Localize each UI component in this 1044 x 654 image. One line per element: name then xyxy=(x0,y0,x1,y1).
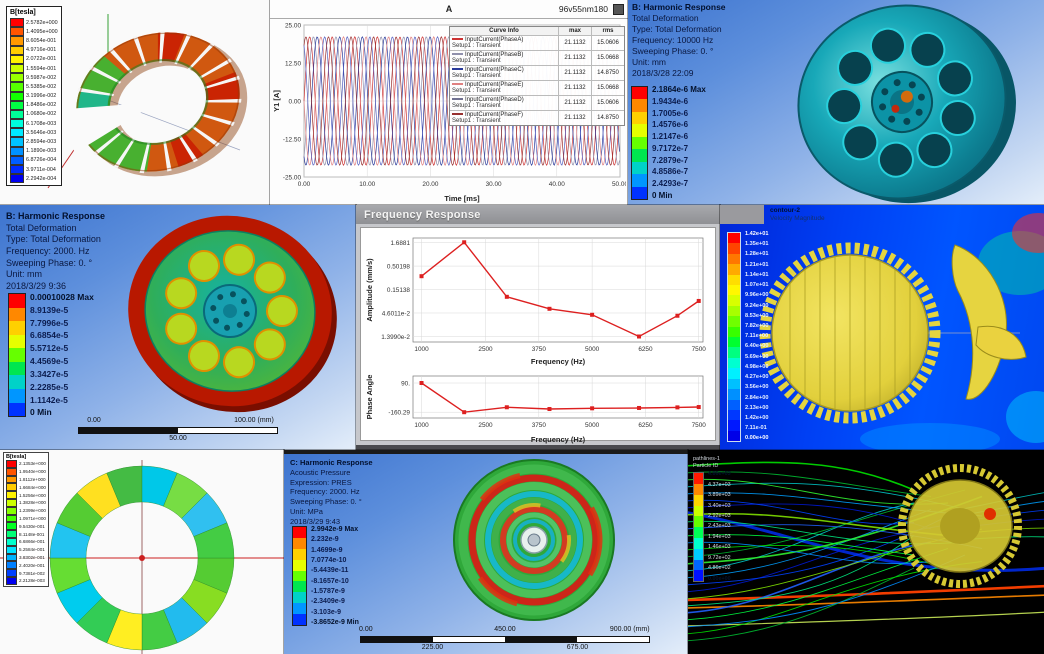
window-title-bar[interactable]: Frequency Response xyxy=(356,205,720,224)
svg-text:Amplitude (mm/s): Amplitude (mm/s) xyxy=(365,258,374,322)
colorbar-values: 4.86e+03 4.37e+03 3.89e+03 3.40e+03 2.92e+03… xyxy=(693,471,731,583)
panel-pathlines: pathlines-1 Particle ID 4.86e+03 4.37e+03 3… xyxy=(687,449,1044,654)
svg-text:Time [ms]: Time [ms] xyxy=(444,194,480,203)
svg-text:7500: 7500 xyxy=(692,346,707,353)
svg-text:12.50: 12.50 xyxy=(285,61,301,68)
window-titlebar-remnant xyxy=(720,205,764,224)
plot-header: A 96v55nm180 xyxy=(270,0,628,19)
plot-corner-label: 96v55nm180 xyxy=(558,4,608,14)
panel-harmonic-top: B: Harmonic Response Total Deformation Typ… xyxy=(627,0,1044,206)
legend-header: pathlines-1 Particle ID xyxy=(693,456,720,469)
colorbar-b-tesla-top: B[tesla] 2.5782e+000 1.4095e+000 8.6054e-0… xyxy=(6,6,62,187)
colorbar-b-tesla-bottom: B[tesla] 2.1353e+000 1.9540e+000 1.8112e+0… xyxy=(3,452,49,587)
ruler-label: 675.00 xyxy=(566,644,589,651)
cfd-scene-render xyxy=(759,213,1044,450)
svg-text:3750: 3750 xyxy=(532,346,547,353)
curve-info-table: Curve Info max rms InputCurrent(PhaseA) Setu… xyxy=(449,26,625,126)
svg-text:30.00: 30.00 xyxy=(486,181,502,188)
svg-text:90.: 90. xyxy=(401,381,410,388)
panel-current-plot: A 96v55nm180 0.00 10.00 20.00 30.00 40.00 50.… xyxy=(269,0,629,206)
colorbar-title: B[tesla] xyxy=(6,454,27,460)
svg-text:20.00: 20.00 xyxy=(422,181,438,188)
contour-header: contour-2 Velocity Magnitude xyxy=(770,207,825,223)
ruler-label: 900.00 (mm) xyxy=(609,626,650,633)
velocity-colorbar: 1.42e+01 1.35e+01 1.28e+01 1.21e+01 1.14e+01… xyxy=(727,231,769,442)
svg-text:25.00: 25.00 xyxy=(285,23,301,30)
panel-acoustic: C: Harmonic Response Acoustic Pressure Exp… xyxy=(283,449,689,654)
svg-text:7500: 7500 xyxy=(692,422,707,429)
svg-text:2500: 2500 xyxy=(478,422,493,429)
svg-text:1000: 1000 xyxy=(414,346,429,353)
scale-ruler: 0.00 450.00 900.00 (mm) 225.00 675.00 xyxy=(358,626,650,652)
analysis-header: C: Harmonic Response Acoustic Pressure Exp… xyxy=(290,458,373,526)
torus-model-render xyxy=(47,14,248,189)
ruler-label: 450.00 xyxy=(494,626,516,633)
svg-text:-12.50: -12.50 xyxy=(283,137,302,144)
panel-harmonic-left: B: Harmonic Response Total Deformation Typ… xyxy=(0,204,357,451)
ruler-label: 0.00 xyxy=(87,417,101,424)
scale-ruler: 0.00 100.00 (mm) 50.00 xyxy=(78,417,278,443)
panel-maxwell-torus: B[tesla] 2.5782e+000 1.4095e+000 8.6054e-0… xyxy=(0,0,271,206)
analysis-header: B: Harmonic Response Total Deformation Typ… xyxy=(6,211,106,292)
colorbar-values: 2.1353e+000 1.9540e+000 1.8112e+000 1.6684e… xyxy=(6,460,46,585)
plot-title: A xyxy=(445,4,453,14)
pressure-colorbar: 2.9942e-9 Max 2.232e-9 1.4699e-9 7.0774e-10… xyxy=(292,526,359,626)
svg-text:6250: 6250 xyxy=(638,422,653,429)
panel-cfd-contour: contour-2 Velocity Magnitude 1.42e+01 1.35… xyxy=(719,204,1044,451)
svg-text:10.00: 10.00 xyxy=(359,181,375,188)
analysis-header: B: Harmonic Response Total Deformation Typ… xyxy=(632,2,726,79)
svg-text:0.50198: 0.50198 xyxy=(387,264,411,271)
panel-frequency-response: Frequency Response 1000 2500 3750 5000 6250 7… xyxy=(355,204,721,451)
phase-angle-chart: 1000 2500 3750 5000 6250 7500 90. -160.29 Freque… xyxy=(365,375,707,444)
plot-corner-icon xyxy=(613,3,624,15)
ruler-label: 225.00 xyxy=(421,644,444,651)
window-title: Frequency Response xyxy=(364,208,481,221)
deformation-colorbar: 0.00010028 Max 8.9139e-5 7.7996e-5 6.6854e-… xyxy=(8,293,94,417)
flywheel-model-render xyxy=(797,4,1016,204)
svg-text:2500: 2500 xyxy=(478,346,493,353)
streamlines-render xyxy=(688,461,1044,642)
svg-text:1000: 1000 xyxy=(414,422,429,429)
svg-text:4.6011e-2: 4.6011e-2 xyxy=(382,310,411,317)
disc-model-render xyxy=(453,459,615,621)
svg-text:6250: 6250 xyxy=(638,346,653,353)
colorbar-values: 2.5782e+000 1.4095e+000 8.6054e-001 4.9716e… xyxy=(10,18,58,184)
colorbar-title: B[tesla] xyxy=(10,9,36,16)
svg-text:-25.00: -25.00 xyxy=(283,175,302,182)
svg-text:3750: 3750 xyxy=(532,422,547,429)
ruler-label: 100.00 (mm) xyxy=(234,417,274,424)
ruler-label: 50.00 xyxy=(169,435,187,442)
svg-text:0.00: 0.00 xyxy=(289,99,302,106)
panel-maxwell-ring: B[tesla] 2.1353e+000 1.9540e+000 1.8112e+0… xyxy=(0,449,285,654)
svg-text:40.00: 40.00 xyxy=(549,181,565,188)
deformation-colorbar: 2.1864e-6 Max 1.9434e-6 1.7005e-6 1.4576e-6… xyxy=(631,86,706,200)
particle-id-colorbar: pathlines-1 Particle ID 4.86e+03 4.37e+03 3… xyxy=(693,456,731,583)
svg-text:Y1 [A]: Y1 [A] xyxy=(272,90,281,112)
svg-text:50.00: 50.00 xyxy=(612,181,626,188)
amplitude-chart: 1000 2500 3750 5000 6250 7500 1.6881 0.50198 0.1… xyxy=(365,237,707,366)
svg-text:5000: 5000 xyxy=(585,422,600,429)
svg-text:0.00: 0.00 xyxy=(298,181,311,188)
ruler-label: 0.00 xyxy=(358,626,373,633)
svg-text:1.3990e-2: 1.3990e-2 xyxy=(381,334,410,341)
flywheel-model-render xyxy=(128,215,337,413)
svg-text:1.6881: 1.6881 xyxy=(390,240,410,247)
window-body: 1000 2500 3750 5000 6250 7500 1.6881 0.50198 0.1… xyxy=(360,227,716,444)
svg-text:Phase Angle: Phase Angle xyxy=(365,375,374,420)
svg-text:5000: 5000 xyxy=(585,346,600,353)
svg-text:Frequency (Hz): Frequency (Hz) xyxy=(531,435,586,444)
svg-text:Frequency (Hz): Frequency (Hz) xyxy=(531,357,586,366)
svg-text:0.15138: 0.15138 xyxy=(387,287,411,294)
svg-text:-160.29: -160.29 xyxy=(388,410,410,417)
